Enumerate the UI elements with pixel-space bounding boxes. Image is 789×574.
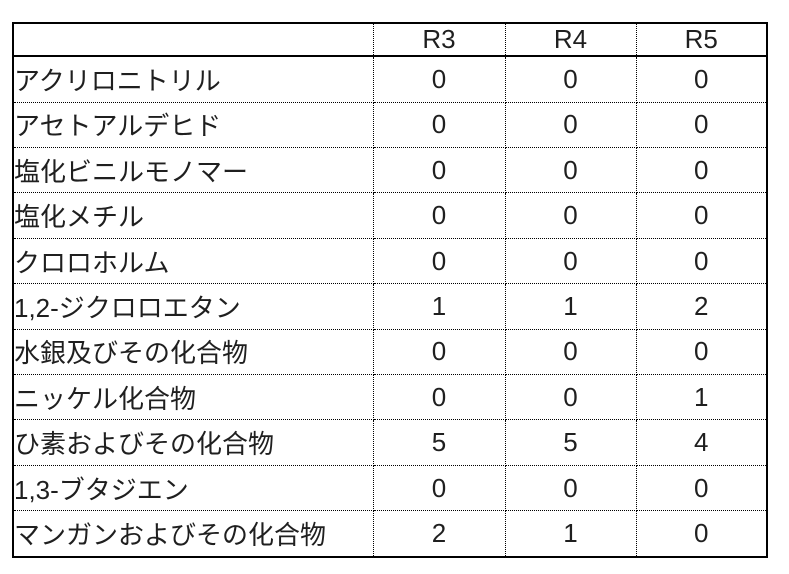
table-header: R3 R4 R5	[12, 22, 768, 57]
table-row: マンガンおよびその化合物 2 1 0	[12, 510, 768, 558]
emissions-table: R3 R4 R5 アクリロニトリル 0 0 0 アセトアルデヒド 0 0 0 塩…	[12, 22, 768, 558]
value-r3: 0	[372, 464, 506, 512]
value-r3: 0	[372, 55, 506, 103]
row-label: 塩化ビニルモノマー	[12, 146, 374, 194]
value-r4: 1	[504, 510, 637, 558]
table-row: 水銀及びその化合物 0 0 0	[12, 328, 768, 376]
row-label: 塩化メチル	[12, 192, 374, 239]
value-r4: 0	[504, 237, 637, 285]
row-label: アセトアルデヒド	[12, 101, 374, 148]
row-label: マンガンおよびその化合物	[12, 510, 374, 558]
value-r3: 0	[372, 101, 506, 148]
value-r4: 0	[504, 192, 637, 239]
value-r4: 0	[504, 55, 637, 103]
value-r4: 0	[504, 146, 637, 194]
value-r4: 0	[504, 101, 637, 148]
table-row: 1,3-ブタジエン 0 0 0	[12, 464, 768, 512]
row-label: アクリロニトリル	[12, 55, 374, 103]
header-cell-r3: R3	[372, 22, 506, 57]
row-label: クロロホルム	[12, 237, 374, 285]
value-r5: 0	[635, 510, 768, 558]
value-r3: 2	[372, 510, 506, 558]
value-r5: 0	[635, 101, 768, 148]
value-r3: 0	[372, 237, 506, 285]
value-r3: 1	[372, 283, 506, 330]
table-row: アクリロニトリル 0 0 0	[12, 55, 768, 103]
value-r3: 0	[372, 192, 506, 239]
header-row: R3 R4 R5	[12, 22, 768, 57]
table-row: クロロホルム 0 0 0	[12, 237, 768, 285]
value-r4: 0	[504, 328, 637, 376]
header-cell-r5: R5	[635, 22, 768, 57]
value-r3: 5	[372, 419, 506, 466]
value-r3: 0	[372, 146, 506, 194]
row-label: 水銀及びその化合物	[12, 328, 374, 376]
value-r4: 0	[504, 464, 637, 512]
table-body: アクリロニトリル 0 0 0 アセトアルデヒド 0 0 0 塩化ビニルモノマー …	[12, 55, 768, 558]
value-r5: 0	[635, 237, 768, 285]
value-r4: 5	[504, 419, 637, 466]
value-r4: 0	[504, 374, 637, 421]
value-r5: 0	[635, 192, 768, 239]
table-row: ニッケル化合物 0 0 1	[12, 374, 768, 421]
value-r5: 1	[635, 374, 768, 421]
value-r3: 0	[372, 374, 506, 421]
value-r4: 1	[504, 283, 637, 330]
value-r5: 4	[635, 419, 768, 466]
table-row: 1,2-ジクロロエタン 1 1 2	[12, 283, 768, 330]
row-label: ひ素およびその化合物	[12, 419, 374, 466]
value-r5: 0	[635, 55, 768, 103]
header-cell-substance	[12, 22, 374, 57]
row-label: 1,2-ジクロロエタン	[12, 283, 374, 330]
value-r5: 0	[635, 328, 768, 376]
table-row: アセトアルデヒド 0 0 0	[12, 101, 768, 148]
table-row: 塩化メチル 0 0 0	[12, 192, 768, 239]
value-r3: 0	[372, 328, 506, 376]
header-cell-r4: R4	[504, 22, 637, 57]
value-r5: 0	[635, 146, 768, 194]
row-label: 1,3-ブタジエン	[12, 464, 374, 512]
value-r5: 2	[635, 283, 768, 330]
table-row: 塩化ビニルモノマー 0 0 0	[12, 146, 768, 194]
row-label: ニッケル化合物	[12, 374, 374, 421]
value-r5: 0	[635, 464, 768, 512]
table-row: ひ素およびその化合物 5 5 4	[12, 419, 768, 466]
